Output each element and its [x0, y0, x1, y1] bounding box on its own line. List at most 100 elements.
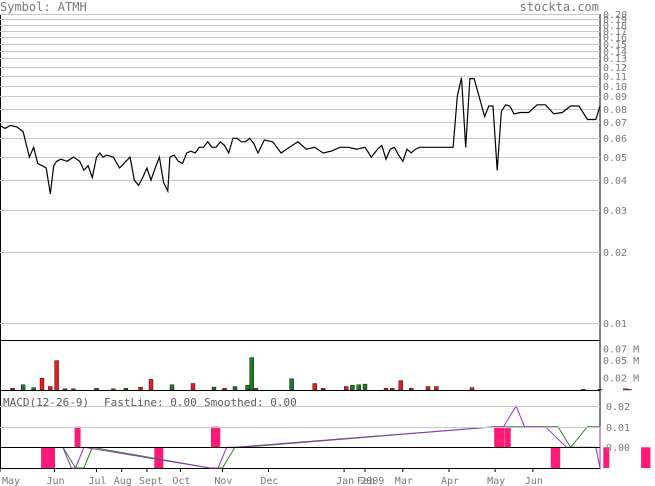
macd-fast-label: FastLine: 0.00: [104, 396, 197, 409]
macd-fast-line: [62, 404, 601, 469]
macd-hist-bar: [641, 447, 648, 468]
macd-hist-bar: [74, 426, 81, 448]
price-tick-label: 0.04: [603, 176, 627, 187]
x-tick-label: Jan 2009: [336, 476, 384, 486]
price-tick-label: 0.17: [603, 27, 627, 38]
site-label[interactable]: stockta.com: [519, 0, 599, 14]
macd-smoothed-label: Smoothed: 0.00: [204, 396, 297, 409]
x-tick-label: Apr: [441, 476, 459, 486]
macd-label: MACD(12-26-9): [3, 396, 89, 409]
price-tick-label: 0.07: [603, 118, 627, 129]
price-tick-label: 0.03: [603, 206, 627, 217]
volume-bar: [581, 389, 586, 391]
volume-bar: [190, 383, 196, 391]
macd-hist-bar: [550, 447, 557, 468]
x-tick-label: Oct: [172, 476, 190, 486]
macd-tick-label: 0.01: [606, 423, 630, 434]
macd-lines: [62, 404, 601, 469]
volume-bar: [39, 378, 45, 391]
volume-bar: [169, 384, 175, 391]
volume-bar: [71, 388, 76, 391]
x-tick-label: Feb: [357, 476, 375, 486]
volume-bar: [356, 384, 361, 391]
macd-hist-bar: [554, 447, 561, 468]
price-tick-label: 0.15: [603, 40, 627, 51]
volume-bar: [111, 388, 116, 391]
macd-tick-label: 0.00: [606, 443, 630, 454]
macd-histogram: [41, 426, 651, 468]
price-tick-label: 0.11: [603, 72, 627, 83]
price-tick-label: 0.09: [603, 92, 627, 103]
volume-bar: [138, 386, 143, 391]
volume-bar: [232, 386, 238, 391]
price-tick-label: 0.12: [603, 63, 627, 74]
macd-hist-bar: [504, 426, 511, 448]
volume-bars: [10, 357, 632, 391]
volume-bar: [249, 357, 254, 391]
volume-bar: [383, 388, 389, 391]
price-tick-label: 0.06: [603, 134, 627, 145]
x-tick-label: May: [487, 476, 505, 486]
volume-bar: [425, 386, 431, 391]
volume-bar: [123, 388, 129, 391]
volume-tick-label: 0.07 M: [603, 344, 639, 355]
macd-hist-bar: [211, 426, 217, 448]
volume-bar: [350, 385, 355, 391]
volume-bar: [627, 389, 632, 391]
plot-border: [0, 14, 601, 469]
macd-hist-bar: [498, 426, 505, 448]
volume-bar: [211, 386, 217, 391]
volume-bar: [94, 388, 99, 391]
symbol-label: Symbol: ATMH: [0, 0, 87, 14]
x-tick-label: Dec: [261, 476, 279, 486]
x-tick-label: Jul: [89, 476, 107, 486]
price-tick-label: 0.01: [603, 319, 627, 330]
volume-ticks: 0.07 M0.05 M 0.02 M: [603, 344, 639, 384]
volume-bar: [289, 378, 294, 391]
volume-tick-label: 0.02 M: [603, 374, 639, 385]
price-line: [0, 77, 601, 194]
volume-bar: [597, 389, 603, 391]
price-tick-label: 0.20: [603, 10, 627, 21]
volume-bar: [148, 379, 154, 391]
price-tick-label: 0.02: [603, 248, 627, 259]
x-tick-label: Sept: [139, 476, 163, 486]
volume-bar: [253, 388, 259, 391]
price-tick-label: 0.18: [603, 21, 627, 32]
price-series: [0, 77, 601, 194]
volume-bar: [398, 380, 403, 391]
volume-bar: [20, 384, 26, 391]
volume-bar: [344, 386, 349, 391]
x-tick-label: Aug: [114, 476, 132, 486]
volume-bar: [362, 383, 368, 391]
macd-tick-label: 0.02: [606, 402, 630, 413]
x-tick-label: Jun: [525, 476, 543, 486]
price-tick-label: 0.16: [603, 33, 627, 44]
macd-hist-bar: [644, 447, 651, 468]
volume-bar: [390, 388, 395, 391]
volume-bar: [10, 388, 15, 391]
volume-tick-label: 0.05 M: [603, 356, 639, 367]
volume-bar: [434, 386, 439, 391]
macd-hist-bar: [157, 447, 164, 468]
price-ticks: 0.200.190.180.170.160.150.140.130.120.11…: [603, 10, 627, 330]
macd-hist-bar: [494, 426, 501, 448]
x-tick-label: Jun: [47, 476, 65, 486]
volume-bar: [623, 388, 628, 391]
price-tick-label: 0.10: [603, 82, 627, 93]
macd-ticks: 0.02 0.01 0.00: [0, 402, 630, 454]
volume-bar: [320, 388, 326, 391]
price-tick-label: 0.13: [603, 54, 627, 65]
volume-bar: [409, 388, 414, 391]
macd-hist-bar: [603, 447, 610, 468]
price-tick-label: 0.08: [603, 105, 627, 116]
volume-bar: [222, 388, 227, 391]
volume-bar: [31, 387, 36, 391]
price-grid: [0, 14, 600, 324]
volume-bar: [48, 386, 53, 391]
price-tick-label: 0.05: [603, 153, 627, 164]
volume-bar: [312, 383, 317, 391]
price-tick-label: 0.19: [603, 15, 627, 26]
